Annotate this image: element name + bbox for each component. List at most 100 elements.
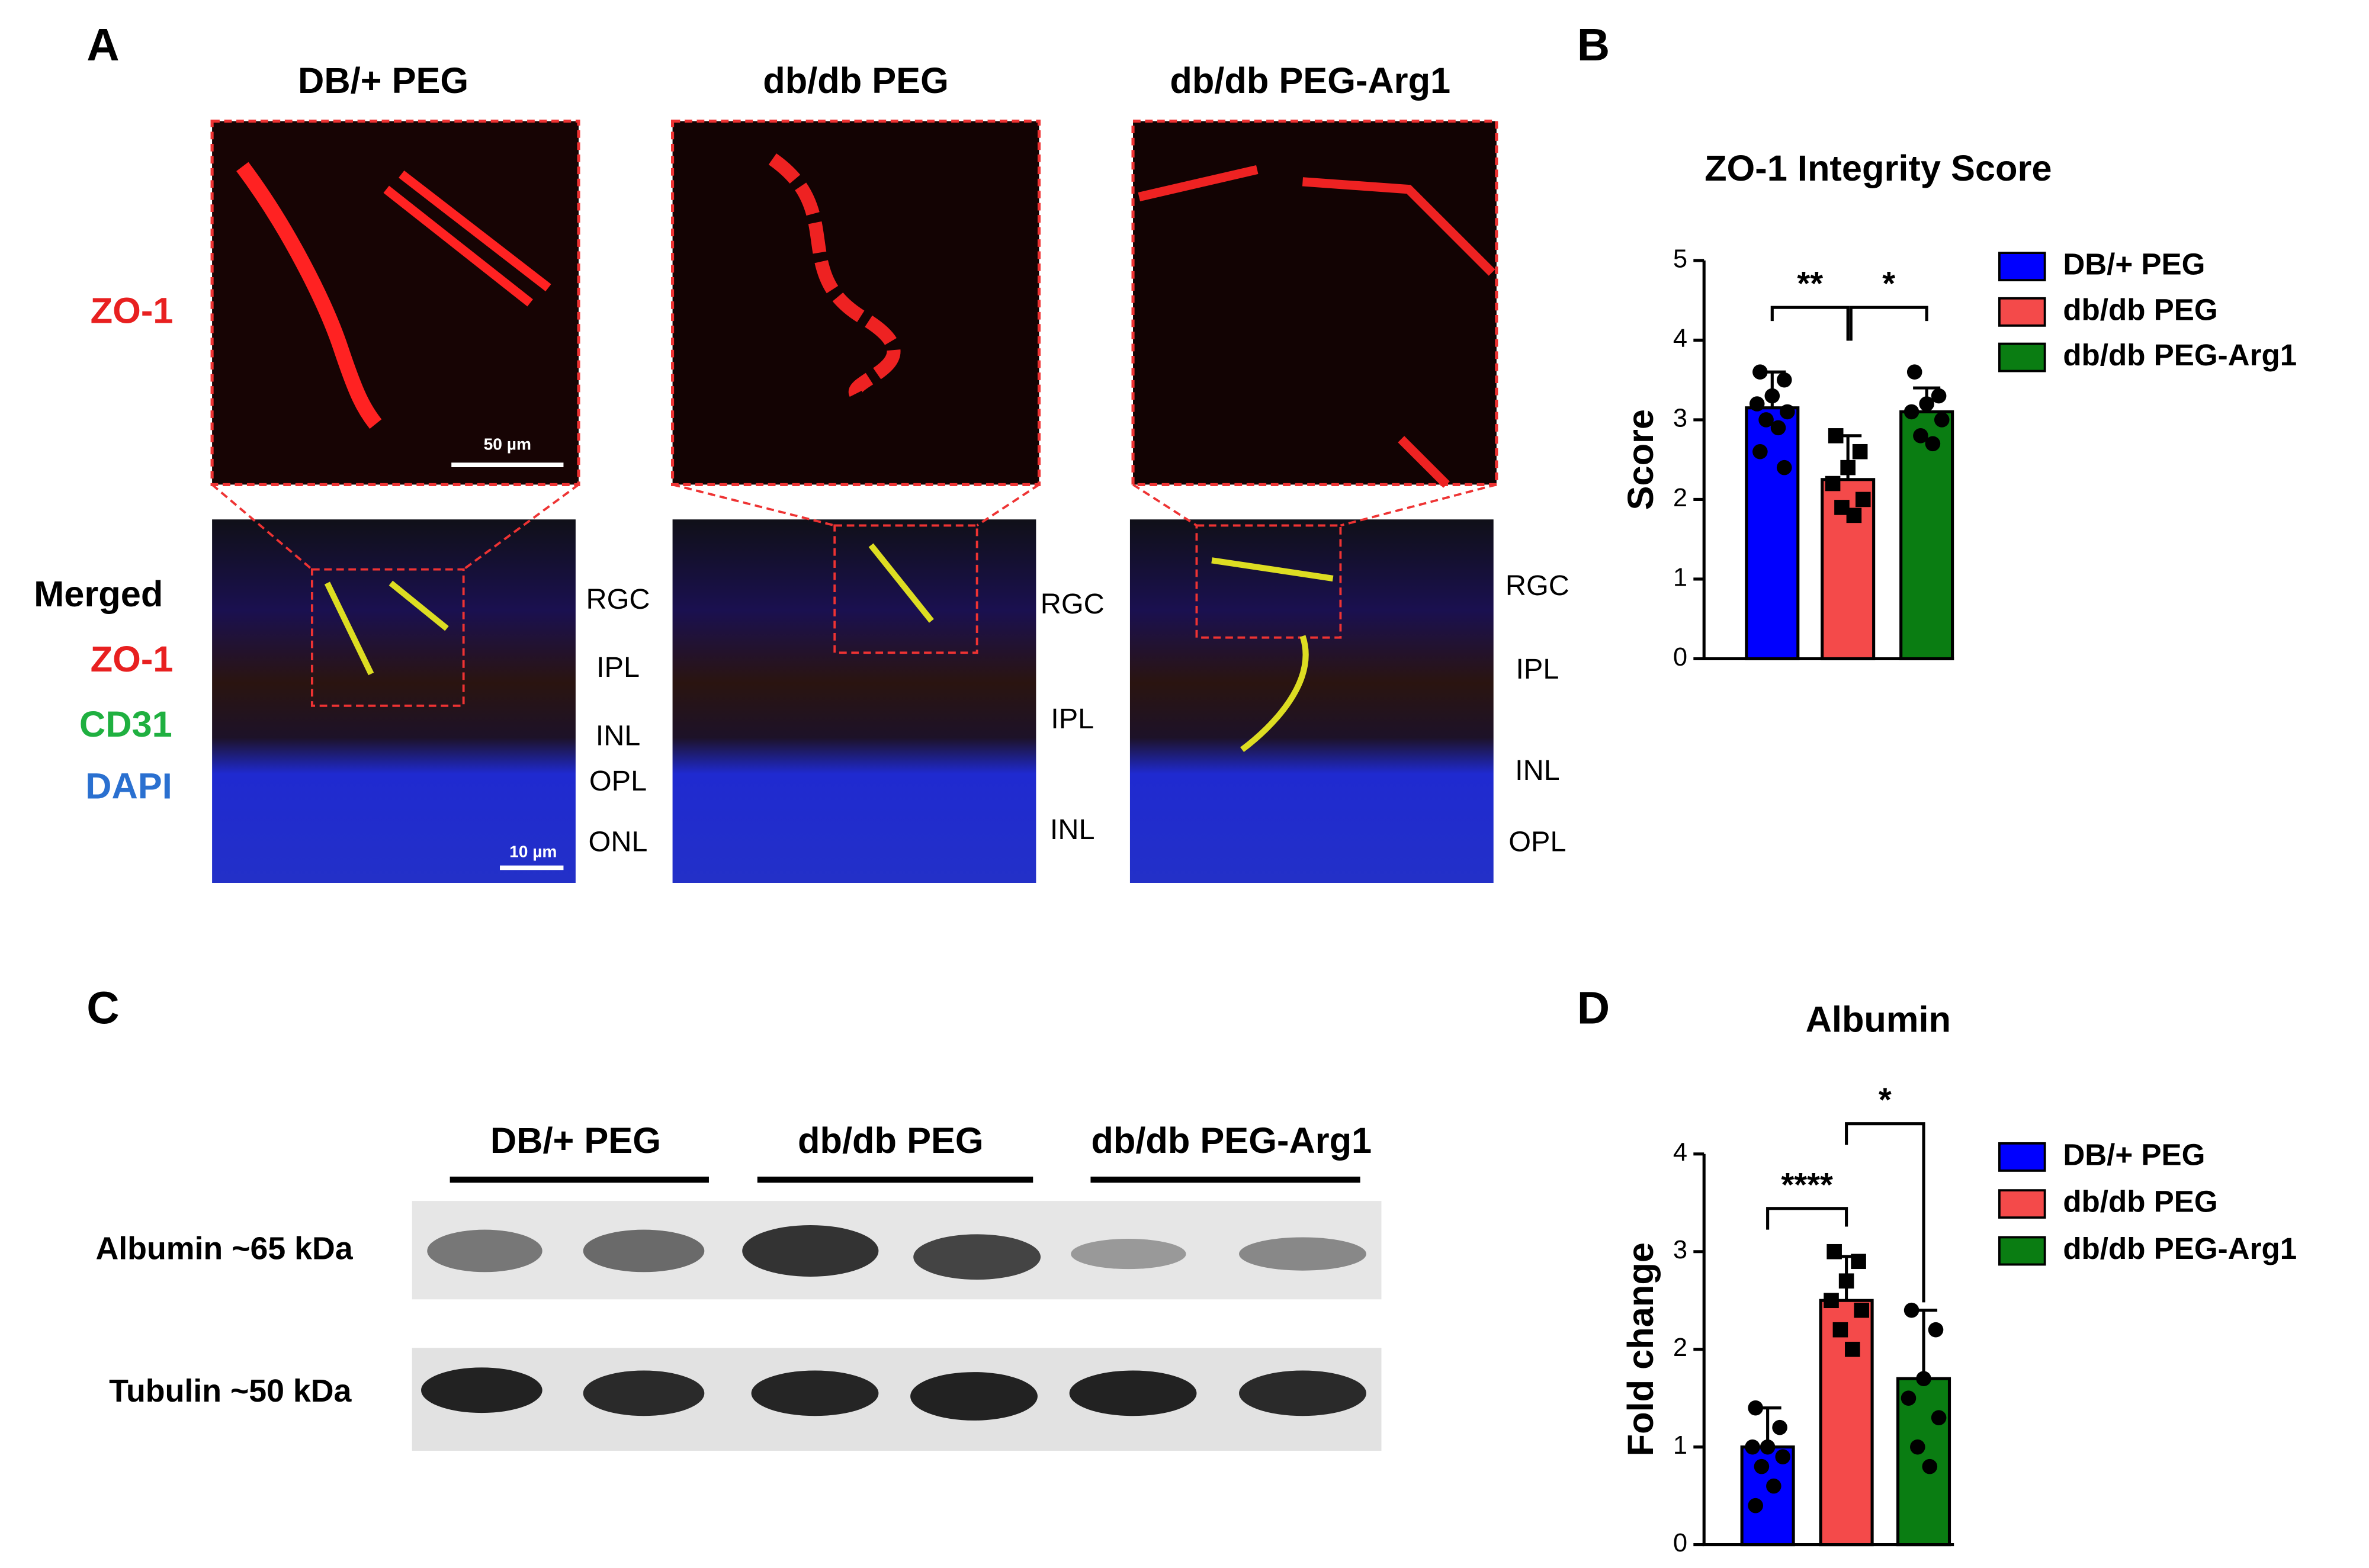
blot-row-label: Tubulin ~50 kDa (109, 1373, 352, 1409)
axis (1702, 260, 1954, 661)
y-axis-label: Fold change (1620, 1242, 1661, 1456)
legend-swatch (1998, 297, 2046, 327)
data-point (1910, 1439, 1925, 1455)
legend-label: DB/+ PEG (2063, 1138, 2205, 1171)
band (1239, 1237, 1366, 1271)
band (913, 1234, 1041, 1280)
layer-label: RGC (586, 583, 650, 615)
data-point (1764, 388, 1780, 404)
layer-label: IPL (1516, 653, 1559, 685)
image (212, 519, 576, 883)
data-point (1855, 491, 1871, 507)
vessel (1138, 165, 1495, 488)
image (1129, 519, 1494, 883)
blot-group: DB/+ PEG (490, 1120, 661, 1161)
data-point (1770, 420, 1786, 436)
data-point (1928, 1322, 1944, 1338)
y-tick-label: 1 (1673, 1431, 1687, 1460)
blot-strip (412, 1201, 1382, 1300)
y-tick-label: 0 (1673, 1529, 1687, 1557)
significance-bracket (1845, 1122, 1925, 1303)
scale-bar-label: 10 µm (509, 842, 557, 860)
significance-bracket (1770, 306, 1850, 341)
data-point (1760, 1439, 1776, 1455)
micro-images (210, 120, 1498, 883)
image (671, 120, 1041, 486)
panel-label: B (1577, 20, 1610, 70)
condition-title: DB/+ PEG (298, 60, 468, 101)
stain-label: ZO-1 (91, 291, 174, 332)
data-point (1748, 1498, 1763, 1514)
blot-group: db/db PEG-Arg1 (1091, 1120, 1372, 1161)
legend-swatch (1998, 1189, 2046, 1219)
image (210, 120, 580, 486)
data-point (1825, 475, 1841, 491)
y-tick-label: 3 (1673, 404, 1687, 432)
legend-swatch (1998, 342, 2046, 372)
scale-bar-label: 50 µm (484, 435, 531, 453)
layer-label: ONL (589, 825, 648, 857)
data-point (1934, 412, 1950, 428)
chart-title: Albumin (1806, 1000, 1951, 1040)
data-point (1776, 372, 1792, 388)
merged-label: Merged (34, 574, 163, 615)
layer-label: INL (1515, 754, 1560, 786)
image (1131, 120, 1498, 486)
layer-label: RGC (1505, 570, 1569, 602)
data-point (1780, 404, 1795, 420)
y-tick-label: 4 (1673, 1138, 1687, 1167)
data-point (1838, 1273, 1854, 1289)
band (1239, 1370, 1366, 1416)
axis (1702, 1153, 1954, 1547)
significance-label: **** (1781, 1166, 1833, 1203)
layer-label: IPL (1051, 703, 1094, 735)
data-point (1846, 507, 1862, 523)
merged-label: CD31 (79, 704, 172, 745)
blot-strip (412, 1348, 1382, 1451)
data-point (1776, 460, 1792, 475)
inset-box (1195, 524, 1342, 639)
data-point (1901, 1390, 1917, 1406)
data-point (1832, 1322, 1848, 1338)
merged-label: DAPI (85, 766, 172, 807)
data-point (1845, 1341, 1860, 1357)
data-point (1931, 1410, 1947, 1425)
band (583, 1229, 705, 1273)
data-point (1916, 1371, 1931, 1386)
significance-label: ** (1797, 265, 1823, 302)
data-point (1752, 444, 1768, 460)
y-tick-label: 3 (1673, 1236, 1687, 1264)
data-point (1745, 1439, 1760, 1455)
data-point (1758, 412, 1774, 428)
significance-bracket (1849, 306, 1928, 341)
data-point (1775, 1449, 1790, 1464)
significance-label: * (1882, 265, 1895, 302)
blot-row-label: Albumin ~65 kDa (96, 1231, 354, 1267)
y-tick-label: 1 (1673, 563, 1687, 592)
legend-label: DB/+ PEG (2063, 248, 2205, 281)
data-point (1754, 1458, 1770, 1474)
band (583, 1370, 705, 1416)
y-tick-label: 0 (1673, 643, 1687, 671)
chart-title: ZO-1 Integrity Score (1704, 148, 2052, 189)
data-point (1854, 1302, 1869, 1318)
blot (412, 1177, 1382, 1451)
legend-label: db/db PEG (2063, 293, 2217, 326)
panel-label: D (1577, 984, 1610, 1034)
y-tick-label: 2 (1673, 1334, 1687, 1362)
inset-box (310, 568, 465, 707)
y-tick-label: 5 (1673, 245, 1687, 273)
y-tick-label: 2 (1673, 484, 1687, 512)
band (910, 1372, 1038, 1421)
bar (1819, 1299, 1874, 1547)
band (742, 1225, 879, 1277)
bar (1896, 1377, 1951, 1547)
data-point (1748, 1400, 1763, 1416)
band (427, 1229, 543, 1273)
data-point (1922, 1458, 1938, 1474)
condition-title: db/db PEG (763, 60, 949, 101)
data-point (1931, 388, 1947, 404)
data-point (1903, 1302, 1919, 1318)
error-bar (1910, 1309, 1938, 1379)
